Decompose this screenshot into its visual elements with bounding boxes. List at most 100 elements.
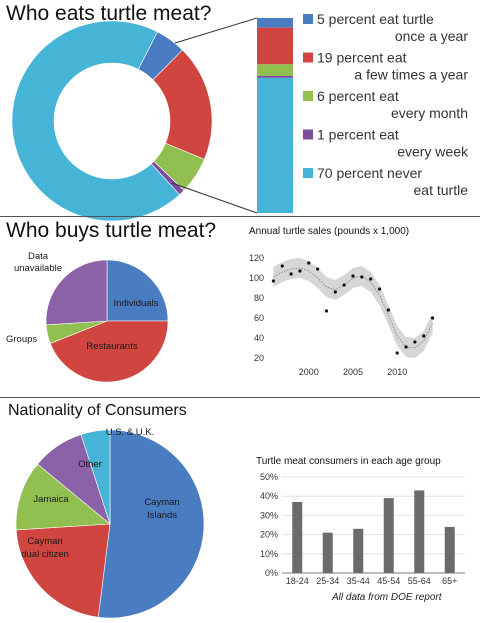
sales-point-1998	[289, 272, 293, 276]
label-data-unavailable-line2: unavailable	[14, 263, 62, 274]
sales-point-2007	[369, 277, 373, 281]
label-us-uk: U.S. & U.K.	[106, 427, 155, 438]
y-tick-label-40: 40%	[260, 491, 278, 501]
legend-swatch-4	[303, 129, 313, 140]
legend-label-line1-4: 1 percent eat	[317, 127, 399, 143]
nationality-pie-chart: Cayman Islands Cayman dual citizen Jamaica Ot…	[15, 427, 205, 619]
sales-point-2014	[430, 316, 435, 320]
legend-label-line2-3: every month	[391, 105, 468, 121]
sales-point-2011	[404, 345, 408, 349]
x-tick-label-55-64: 55-64	[408, 576, 431, 586]
trend-confidence-band	[273, 258, 433, 358]
sales-point-2013	[422, 334, 426, 338]
label-other: Other	[78, 459, 102, 470]
stacked-bar-segment-6-percent-eat-every-month	[257, 64, 293, 76]
y-tick-label-40: 40	[254, 333, 264, 343]
label-groups: Groups	[6, 334, 37, 345]
sales-point-2010	[395, 351, 399, 355]
age-chart-title: Turtle meat consumers in each age group	[256, 456, 441, 467]
legend-label-line2-5: eat turtle	[414, 182, 469, 198]
stacked-bar-segment-19-percent-eat-a-few-times-a-year	[257, 27, 293, 65]
sales-point-2000	[307, 261, 311, 265]
label-data-unavailable-line1: Data	[28, 251, 49, 262]
bar-35-44	[353, 528, 364, 573]
sales-point-2005	[351, 274, 355, 278]
legend-label-line1-2: 19 percent eat	[317, 50, 407, 66]
sales-chart-title: Annual turtle sales (pounds x 1,000)	[249, 226, 409, 237]
buyers-slice-restaurants	[49, 320, 169, 383]
sales-point-2003	[333, 290, 337, 294]
legend-label-line1-3: 6 percent eat	[317, 88, 399, 104]
sales-point-2006	[360, 275, 364, 279]
connector-line-top	[174, 17, 258, 44]
y-tick-label-20: 20	[254, 353, 264, 363]
turtle-buyers-panel: Who buys turtle meat? Data unavailable Gro…	[0, 217, 480, 397]
y-tick-label-120: 120	[249, 253, 264, 263]
bar-65	[444, 526, 455, 573]
sales-point-2002	[324, 309, 329, 313]
y-tick-label-60: 60	[254, 313, 264, 323]
legend-swatch-3	[303, 91, 313, 101]
nationality-slice-jamaica	[15, 463, 111, 531]
sales-point-2001	[316, 267, 320, 271]
sales-point-2012	[413, 340, 417, 344]
y-tick-label-80: 80	[254, 293, 264, 303]
label-cayman-dual-line2: dual citizen	[21, 549, 69, 560]
nationality-slice-cayman-dual-citizen	[15, 523, 111, 618]
turtle-eaters-panel: Who eats turtle meat? 5 percent eat turt…	[0, 0, 480, 222]
annual-sales-scatter-chart: Annual turtle sales (pounds x 1,000) 20 40…	[249, 226, 435, 377]
sales-point-1996	[271, 279, 276, 283]
legend-swatch-1	[303, 14, 313, 24]
sales-point-2004	[342, 283, 346, 287]
x-tick-label-45-54: 45-54	[377, 576, 400, 586]
legend-swatch-5	[303, 168, 313, 178]
y-tick-label-10: 10%	[260, 549, 278, 559]
nationality-slice-u-s-u-k	[80, 429, 111, 525]
bar-25-34	[322, 532, 333, 573]
turtle-eaters-title: Who eats turtle meat?	[6, 2, 212, 25]
donut-slice-70-percent-never-eat-turtle	[11, 20, 180, 222]
label-individuals: Individuals	[114, 298, 159, 309]
legend-swatch-2	[303, 52, 313, 63]
legend-label-line2-4: every week	[397, 144, 469, 160]
y-tick-label-0: 0%	[265, 568, 278, 578]
x-tick-label-65: 65+	[442, 576, 457, 586]
consumers-panel: Nationality of Consumers Cayman Islands Ca…	[0, 398, 480, 623]
nationality-title: Nationality of Consumers	[8, 402, 187, 419]
stacked-bar-segment-70-percent-never-eat-turtle	[257, 77, 293, 213]
y-tick-label-30: 30%	[260, 510, 278, 520]
divider-1	[0, 216, 480, 217]
nationality-slice-cayman-islands	[97, 429, 205, 619]
turtle-buyers-title: Who buys turtle meat?	[6, 219, 217, 242]
x-tick-label-2005: 2005	[343, 367, 363, 377]
legend-label-line1-1: 5 percent eat turtle	[317, 11, 434, 27]
stacked-bar-segment-1-percent-eat-every-week	[257, 75, 293, 78]
y-tick-label-20: 20%	[260, 530, 278, 540]
bar-45-54	[383, 498, 394, 573]
divider-2	[0, 397, 480, 398]
label-cayman-islands-line2: Islands	[147, 510, 177, 521]
x-tick-label-2010: 2010	[387, 367, 407, 377]
source-footnote: All data from DOE report	[332, 592, 442, 603]
sales-point-1999	[298, 269, 302, 273]
legend-label-line1-5: 70 percent never	[317, 165, 422, 181]
sales-point-2008	[377, 287, 382, 291]
label-jamaica: Jamaica	[33, 494, 69, 505]
legend-label-line2-1: once a year	[395, 28, 468, 44]
x-tick-label-2000: 2000	[299, 367, 319, 377]
x-tick-label-18-24: 18-24	[286, 576, 309, 586]
age-group-bar-chart: Turtle meat consumers in each age group 0…	[256, 456, 465, 586]
sales-point-1997	[280, 264, 284, 268]
label-cayman-islands-line1: Cayman	[144, 497, 179, 508]
label-restaurants: Restaurants	[86, 341, 137, 352]
connector-line-bottom	[171, 182, 258, 214]
legend-label-line2-2: a few times a year	[354, 67, 468, 83]
bar-18-24	[292, 501, 303, 573]
y-tick-label-100: 100	[249, 273, 264, 283]
sales-point-2009	[386, 308, 390, 312]
x-tick-label-25-34: 25-34	[316, 576, 339, 586]
x-tick-label-35-44: 35-44	[347, 576, 370, 586]
stacked-bar-segment-5-percent-eat-turtle-once-a-year	[257, 18, 293, 28]
